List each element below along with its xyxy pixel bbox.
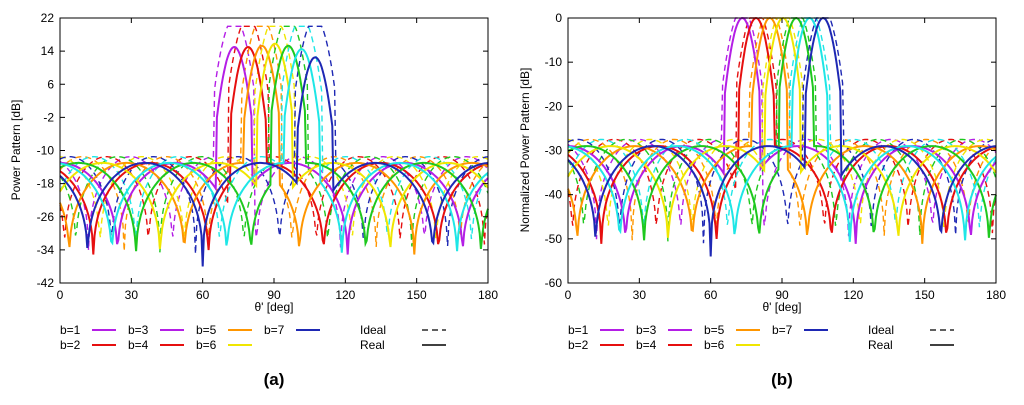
real-series-line-b3 — [567, 16, 997, 244]
ideal-series-line-b7 — [59, 25, 489, 254]
x-tick-label: 90 — [775, 288, 789, 302]
y-tick-label: -10 — [37, 144, 55, 158]
legend-label-b1: b=1 — [568, 323, 589, 337]
legend-label-b6: b=6 — [196, 338, 217, 352]
y-tick-label: -2 — [43, 110, 54, 124]
panel-a: Power Pattern [dB] 0 30 60 90 120 150 180 22 14 6… — [9, 11, 498, 389]
y-tick-label: -10 — [545, 55, 563, 69]
y-tick-label: -18 — [37, 177, 55, 191]
legend-label-b3: b=3 — [636, 323, 657, 337]
legend-label-b5: b=5 — [196, 323, 217, 337]
x-tick-label: 180 — [478, 288, 498, 302]
legend-label-b7: b=7 — [772, 323, 793, 337]
legend-label-b2: b=2 — [60, 338, 81, 352]
ideal-series-line-b1 — [567, 17, 997, 240]
legend-label-b5: b=5 — [704, 323, 725, 337]
x-tick-label: 60 — [704, 288, 718, 302]
x-tick-label: 150 — [915, 288, 935, 302]
ylabel-a: Power Pattern [dB] — [9, 100, 23, 201]
y-tick-label: 14 — [41, 44, 55, 58]
x-tick-label: 30 — [125, 288, 139, 302]
ticks-b: 0 30 60 90 120 150 180 0 -10 -20 -30 -40 -50 -60 — [545, 11, 1007, 302]
real-series-line-b7 — [567, 17, 997, 257]
ideal-series-line-b5 — [567, 17, 997, 242]
y-tick-label: 0 — [555, 11, 562, 25]
y-tick-label: -34 — [37, 243, 55, 257]
y-tick-label: -60 — [545, 276, 563, 290]
ideal-series-line-b5 — [59, 25, 489, 253]
real-series-line-b5 — [567, 16, 997, 241]
x-tick-label: 120 — [335, 288, 355, 302]
curves-a — [59, 25, 489, 267]
x-tick-label: 90 — [267, 288, 281, 302]
ideal-series-line-b1 — [59, 25, 489, 251]
curves-b — [567, 16, 997, 257]
y-tick-label: -50 — [545, 232, 563, 246]
ideal-series-line-b4 — [567, 17, 997, 228]
x-tick-label: 180 — [986, 288, 1006, 302]
ideal-series-line-b7 — [567, 17, 997, 244]
x-tick-label: 0 — [565, 288, 572, 302]
legend-ideal-label: Ideal — [360, 323, 386, 337]
y-tick-label: -40 — [545, 188, 563, 202]
ideal-series-line-b6 — [567, 17, 997, 228]
panel-b: Normalized Power Pattern [dB] 0 30 60 90 120… — [518, 11, 1006, 389]
real-series-line-b5 — [59, 44, 489, 252]
xlabel-b: θ' [deg] — [763, 300, 802, 314]
real-series-line-b7 — [59, 56, 489, 267]
real-series-line-b4 — [59, 42, 489, 250]
y-tick-label: -42 — [37, 276, 55, 290]
legend-label-b1: b=1 — [60, 323, 81, 337]
real-series-line-b3 — [59, 44, 489, 255]
real-series-line-b6 — [567, 16, 997, 242]
ylabel-b: Normalized Power Pattern [dB] — [518, 68, 532, 233]
legend-label-b2: b=2 — [568, 338, 589, 352]
ticks-a: 0 30 60 90 120 150 180 22 14 6 -2 -10 -18 -26 -34 -42 — [37, 11, 499, 302]
x-tick-label: 120 — [843, 288, 863, 302]
panel-label-b: (b) — [771, 370, 793, 389]
ideal-series-line-b4 — [59, 25, 489, 239]
legend-ideal-label: Ideal — [868, 323, 894, 337]
y-tick-label: 6 — [47, 77, 54, 91]
ideal-series-line-b6 — [59, 25, 489, 240]
x-tick-label: 60 — [196, 288, 210, 302]
panel-label-a: (a) — [264, 370, 285, 389]
legend-label-b7: b=7 — [264, 323, 285, 337]
legend-label-b3: b=3 — [128, 323, 149, 337]
real-series-line-b6 — [59, 48, 489, 253]
x-tick-label: 150 — [407, 288, 427, 302]
ideal-series-line-b3 — [59, 25, 489, 252]
y-tick-label: -30 — [545, 144, 563, 158]
legend-label-b6: b=6 — [704, 338, 725, 352]
legend-real-label: Real — [868, 338, 893, 352]
xlabel-a: θ' [deg] — [255, 300, 294, 314]
legend-real-label: Real — [360, 338, 385, 352]
x-tick-label: 30 — [633, 288, 647, 302]
y-tick-label: 22 — [41, 11, 55, 25]
legend-label-b4: b=4 — [128, 338, 149, 352]
y-tick-label: -20 — [545, 99, 563, 113]
legend-label-b4: b=4 — [636, 338, 657, 352]
y-tick-label: -26 — [37, 210, 55, 224]
x-tick-label: 0 — [57, 288, 64, 302]
